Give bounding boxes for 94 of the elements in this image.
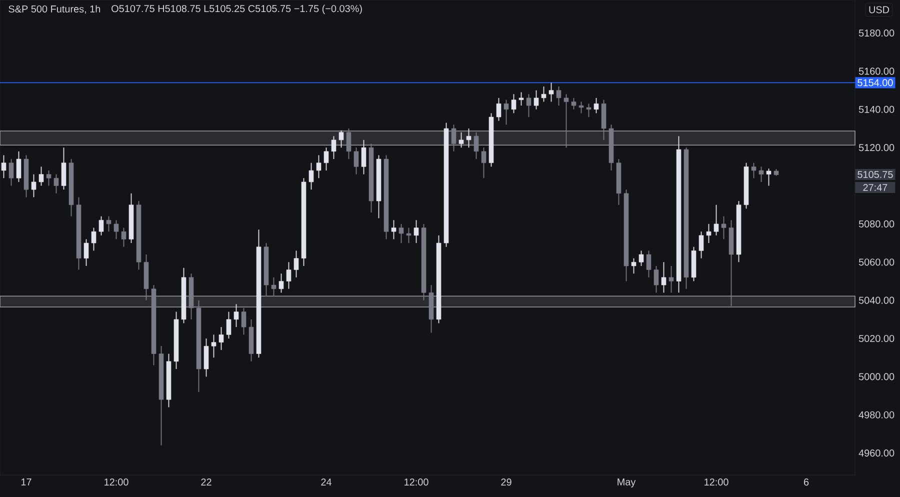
candlestick — [721, 216, 726, 240]
candlestick — [406, 227, 412, 244]
candlestick — [338, 130, 344, 148]
candlestick — [534, 90, 539, 110]
candlestick — [218, 326, 224, 350]
candlestick — [526, 94, 532, 118]
candlestick — [451, 124, 456, 152]
candlestick — [714, 204, 719, 236]
candlestick — [586, 103, 592, 118]
x-tick-label: 12:00 — [404, 478, 428, 486]
candlestick — [46, 170, 52, 186]
candlestick — [398, 223, 404, 244]
candlestick — [511, 94, 516, 114]
y-tick-label: 5180.00 — [858, 30, 894, 37]
x-tick-label: 17 — [21, 478, 32, 486]
candlestick — [278, 273, 284, 294]
candlestick — [631, 258, 636, 274]
candlestick — [548, 82, 554, 102]
candlestick — [668, 265, 674, 294]
y-tick-label: 5040.00 — [858, 296, 894, 304]
candlestick — [226, 311, 232, 339]
candlestick — [316, 154, 322, 179]
candlestick — [361, 139, 366, 175]
candlestick — [758, 166, 764, 182]
candlestick — [241, 307, 246, 336]
candlestick — [698, 231, 704, 259]
candlestick — [751, 162, 756, 179]
candlestick — [354, 147, 359, 175]
candlestick — [564, 94, 569, 148]
candlestick — [706, 223, 712, 244]
x-tick-label: 6 — [804, 478, 809, 486]
x-tick-label: 12:00 — [704, 478, 728, 486]
candlestick — [31, 174, 36, 198]
candlestick — [308, 162, 314, 190]
candlestick — [346, 128, 352, 160]
candlestick — [541, 86, 546, 102]
candlestick — [324, 147, 329, 171]
candlestick — [38, 166, 44, 186]
candlestick — [294, 250, 299, 278]
candlestick — [646, 250, 652, 278]
candlestick — [211, 334, 216, 358]
ref-line-label: 5154.00 — [858, 79, 893, 86]
candlestick — [578, 101, 584, 114]
candlestick — [16, 150, 22, 182]
candlestick — [638, 250, 644, 266]
candlestick — [331, 136, 336, 160]
candlestick — [271, 276, 276, 297]
y-tick-label: 4980.00 — [858, 411, 894, 418]
candlestick — [98, 216, 104, 236]
candlestick — [234, 304, 239, 328]
candlestick — [204, 338, 209, 378]
candlestick — [654, 265, 659, 294]
y-tick-label: 5160.00 — [858, 68, 894, 75]
candlestick — [496, 97, 502, 122]
candlestick — [466, 128, 472, 148]
candlestick — [458, 132, 464, 148]
candlestick — [286, 262, 292, 290]
chart-title: S&P 500 Futures, 1h — [8, 5, 100, 14]
candlestick — [391, 220, 396, 240]
candlestick — [114, 220, 119, 240]
candlestick — [91, 227, 96, 252]
y-tick-label: 4960.00 — [858, 450, 894, 457]
y-tick-label: 5020.00 — [858, 334, 894, 342]
candlestick — [556, 86, 562, 106]
x-tick-label: 22 — [201, 478, 212, 486]
x-tick-label: May — [618, 478, 636, 488]
x-tick-label: 12:00 — [104, 478, 128, 486]
candlestick — [1, 154, 6, 179]
candlestick — [84, 238, 89, 266]
y-tick-label: 5120.00 — [858, 144, 894, 152]
chart-subtitle: O5107.75 H5108.75 L5105.25 C5105.75 −1.75 (−0.03%) — [112, 4, 362, 14]
text: 27:47 — [863, 184, 888, 191]
candlestick — [661, 262, 666, 294]
candlestick — [8, 158, 14, 186]
candlestick — [106, 216, 112, 232]
candlestick — [518, 92, 524, 106]
y-tick-label: 5080.00 — [858, 220, 894, 228]
candlestick — [414, 220, 419, 244]
y-tick-label: 5000.00 — [858, 373, 894, 380]
candlestick — [481, 147, 486, 179]
candlestick — [61, 147, 66, 190]
candlestick — [54, 174, 59, 194]
text: 5105.75 — [858, 170, 893, 178]
y-tick-label: 5140.00 — [858, 106, 894, 113]
y-axis-title: USD — [869, 6, 890, 14]
candlestick — [594, 97, 599, 114]
candlestick — [766, 168, 772, 186]
y-tick-label: 5060.00 — [858, 258, 894, 266]
candlestick — [571, 97, 576, 110]
x-tick-label: 29 — [501, 478, 512, 486]
candlestick — [121, 227, 126, 248]
candlestick — [504, 99, 509, 126]
x-tick-label: 24 — [321, 478, 332, 486]
candlestick — [474, 132, 479, 160]
